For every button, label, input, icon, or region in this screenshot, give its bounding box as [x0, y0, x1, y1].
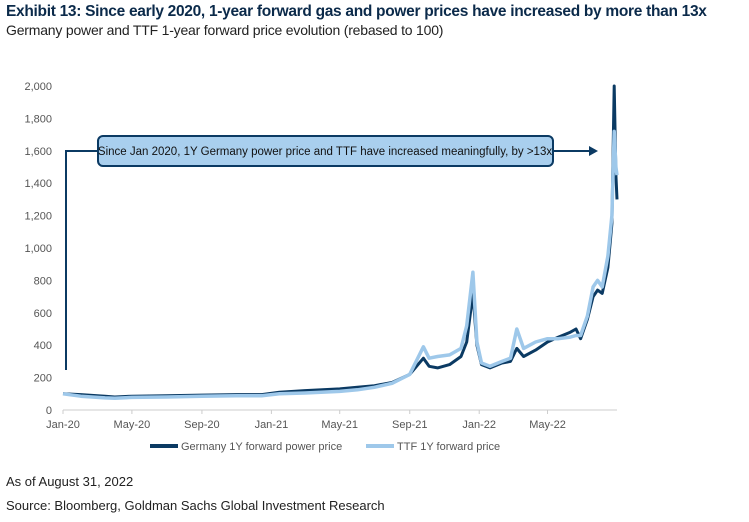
y-tick-label: 1,400: [24, 178, 52, 190]
x-tick-label: Jan-22: [462, 419, 496, 431]
y-tick-label: 0: [46, 405, 52, 417]
series-line-power: [62, 84, 619, 399]
x-tick-label: Sep-20: [184, 419, 219, 431]
x-tick-label: May-22: [529, 419, 566, 431]
x-tick-label: May-21: [321, 419, 358, 431]
series-line-ttf: [62, 129, 619, 401]
annotation-connector: [65, 150, 98, 370]
y-tick-label: 1,800: [24, 113, 52, 125]
x-tick-label: Jan-21: [255, 419, 289, 431]
legend: Germany 1Y forward power price TTF 1Y fo…: [150, 441, 500, 453]
y-tick-label: 1,600: [24, 146, 52, 158]
y-tick-label: 400: [34, 340, 52, 352]
y-tick-label: 800: [34, 275, 52, 287]
arrow-head-icon: [589, 146, 598, 156]
y-tick-label: 600: [34, 308, 52, 320]
y-tick-label: 1,000: [24, 243, 52, 255]
x-tick-label: Sep-21: [392, 419, 427, 431]
source-note: Source: Bloomberg, Goldman Sachs Global …: [6, 498, 385, 513]
annotation: Since Jan 2020, 1Y Germany power price a…: [65, 135, 598, 370]
legend-label-ttf: TTF 1Y forward price: [397, 441, 500, 453]
chart-title: Exhibit 13: Since early 2020, 1-year for…: [6, 3, 707, 20]
x-tick-label: Jan-20: [46, 419, 80, 431]
y-tick-label: 200: [34, 373, 52, 385]
legend-label-power: Germany 1Y forward power price: [181, 441, 342, 453]
annotation-text: Since Jan 2020, 1Y Germany power price a…: [98, 146, 552, 158]
x-tick-label: May-20: [114, 419, 151, 431]
y-tick-label: 2,000: [24, 81, 52, 93]
y-tick-label: 1,200: [24, 211, 52, 223]
chart-subtitle: Germany power and TTF 1-year forward pri…: [6, 22, 444, 38]
as-of-note: As of August 31, 2022: [6, 474, 134, 489]
